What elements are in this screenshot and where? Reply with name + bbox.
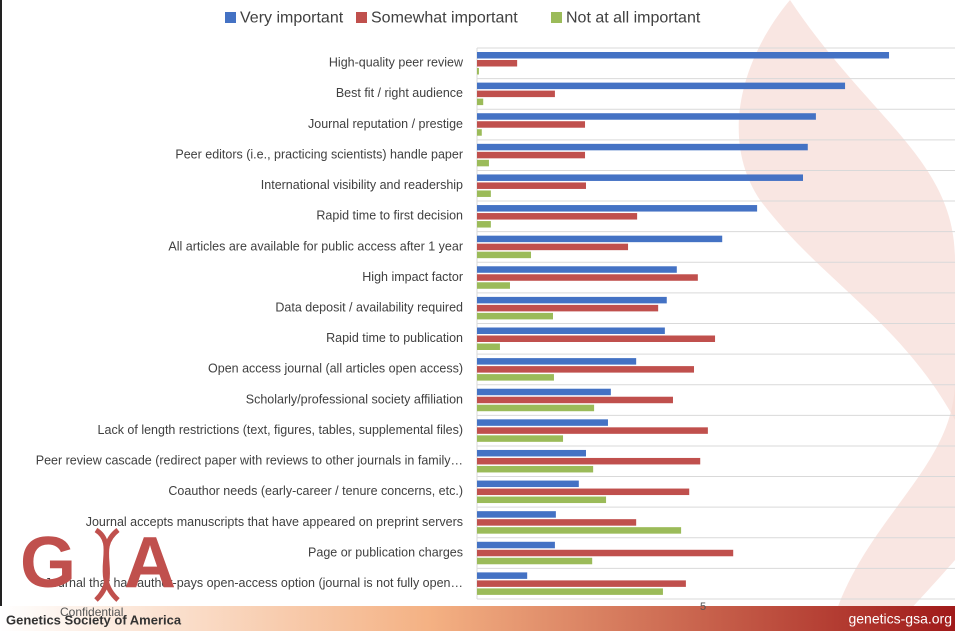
y-tick-label: Best fit / right audience — [336, 86, 463, 100]
chart: Very important Somewhat important Not at a… — [36, 10, 955, 600]
bar — [477, 159, 489, 167]
y-tick-label: All articles are available for public ac… — [168, 239, 463, 253]
y-tick-label: Data deposit / availability required — [275, 300, 463, 314]
bar — [477, 82, 846, 90]
bar — [477, 113, 816, 120]
y-tick-label: International visibility and readership — [261, 178, 463, 192]
bar — [477, 205, 758, 212]
bar — [477, 274, 698, 281]
bar — [477, 327, 665, 334]
bar — [477, 358, 637, 365]
bar — [477, 121, 586, 128]
y-tick-label: Peer review cascade (redirect paper with… — [36, 454, 463, 468]
bar — [477, 213, 638, 220]
bar — [477, 52, 890, 59]
logo-dna — [94, 527, 120, 602]
y-tick-label: High impact factor — [362, 270, 463, 284]
bar — [477, 266, 677, 273]
bar — [477, 374, 554, 381]
bar — [477, 488, 690, 496]
bar — [477, 527, 682, 534]
bar — [477, 190, 491, 197]
y-tick-label: Rapid time to first decision — [316, 209, 463, 223]
bar — [477, 396, 673, 404]
y-tick-label: Peer editors (i.e., practicing scientist… — [175, 147, 463, 161]
confidential: Confidential — [60, 605, 123, 619]
legend-swatch — [225, 12, 236, 23]
footer-bar — [0, 606, 955, 631]
legend-label: Not at all important — [566, 10, 701, 27]
bar — [477, 449, 586, 457]
bar — [477, 68, 479, 75]
bar — [477, 496, 607, 504]
legend-label: Somewhat important — [371, 10, 518, 27]
bar — [477, 129, 482, 136]
bar — [477, 335, 716, 342]
y-tick-label: Journal reputation / prestige — [308, 117, 463, 131]
bar — [477, 304, 659, 312]
bar — [477, 480, 579, 488]
bar — [477, 465, 594, 473]
y-tick-label: Page or publication charges — [308, 545, 463, 559]
bar — [477, 580, 686, 587]
bar — [477, 572, 528, 579]
bar — [477, 435, 564, 442]
bar — [477, 366, 695, 373]
organization: Genetics Society of America — [6, 612, 182, 627]
bar — [477, 282, 510, 289]
bar — [477, 243, 629, 251]
bar — [477, 388, 611, 396]
bar — [477, 549, 734, 557]
y-tick-label: Journal accepts manuscripts that have ap… — [86, 515, 463, 529]
bar — [477, 588, 663, 595]
bar — [477, 235, 723, 243]
bar — [477, 251, 532, 259]
bar — [477, 221, 491, 228]
bar — [477, 98, 484, 106]
bar — [477, 511, 556, 518]
bar — [477, 296, 667, 304]
bar — [477, 427, 708, 434]
page-number: 5 — [700, 601, 706, 613]
legend-swatch — [356, 12, 367, 23]
y-tick-label: Scholarly/professional society affiliati… — [246, 392, 463, 406]
y-tick-label: Rapid time to publication — [326, 331, 463, 345]
bar — [477, 343, 500, 350]
y-tick-label: Lack of length restrictions (text, figur… — [98, 423, 463, 437]
y-tick-label: Coauthor needs (early-career / tenure co… — [168, 484, 463, 498]
bar — [477, 541, 555, 549]
bar — [477, 151, 586, 159]
bar — [477, 174, 803, 181]
bar — [477, 519, 637, 526]
bar — [477, 312, 554, 320]
y-tick-label: Journal that has author-pays open-access… — [45, 576, 463, 590]
legend-label: Very important — [240, 10, 344, 27]
bar — [477, 182, 586, 189]
legend-swatch — [551, 12, 562, 23]
bar — [477, 557, 593, 565]
logo-letter: A — [124, 523, 176, 603]
bar — [477, 404, 595, 412]
y-tick-label: Open access journal (all articles open a… — [208, 362, 463, 376]
website: genetics-gsa.org — [848, 611, 952, 627]
logo-letter: G — [20, 523, 76, 603]
bar — [477, 90, 555, 98]
decoration — [738, 0, 955, 420]
bar — [477, 60, 518, 67]
bar — [477, 143, 808, 151]
bar — [477, 457, 701, 465]
y-tick-label: High-quality peer review — [329, 56, 464, 70]
bar — [477, 419, 608, 426]
